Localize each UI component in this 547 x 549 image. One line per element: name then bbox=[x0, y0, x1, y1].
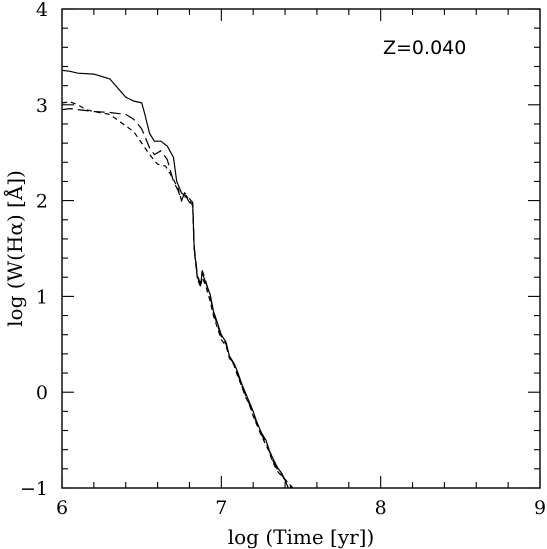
x-tick-label: 9 bbox=[534, 497, 546, 519]
y-tick-label: 4 bbox=[36, 0, 48, 21]
y-tick-label: 2 bbox=[36, 191, 48, 213]
series-group bbox=[61, 69, 294, 489]
x-tick-label: 8 bbox=[375, 497, 387, 519]
metallicity-annotation: Z=0.040 bbox=[383, 37, 466, 59]
y-axis-label: log (W(Hα) [Å]) bbox=[2, 170, 27, 327]
tick-labels: 6 7 8 9 −1 0 1 2 3 4 bbox=[20, 0, 546, 519]
y-tick-label: 1 bbox=[36, 286, 48, 308]
y-tick-label: 3 bbox=[36, 95, 48, 117]
y-tick-label: −1 bbox=[20, 478, 48, 500]
x-tick-label: 7 bbox=[215, 497, 227, 519]
series-line-2 bbox=[61, 101, 294, 489]
series-line-1 bbox=[61, 69, 289, 489]
y-tick-label: 0 bbox=[36, 382, 48, 404]
tick-marks bbox=[61, 8, 541, 489]
series-line-3 bbox=[61, 107, 292, 489]
x-axis-label: log (Time [yr]) bbox=[228, 525, 375, 549]
x-tick-label: 6 bbox=[56, 497, 68, 519]
plot-frame bbox=[61, 8, 541, 489]
